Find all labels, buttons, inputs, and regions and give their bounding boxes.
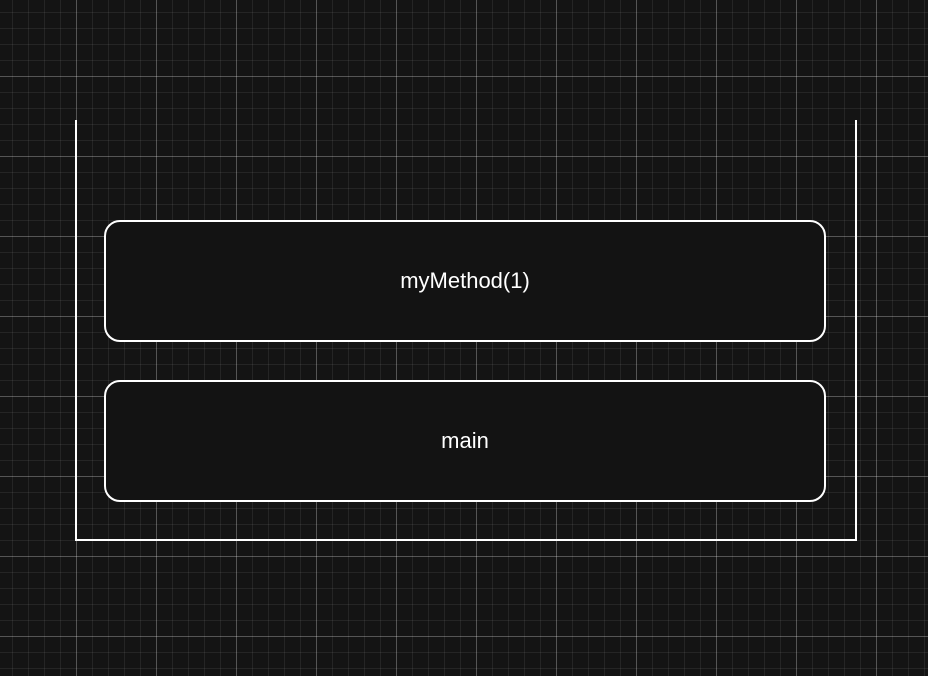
call-stack-container xyxy=(75,120,857,541)
stack-frame-label: main xyxy=(441,428,489,453)
stack-frame-label: myMethod(1) xyxy=(400,268,530,293)
stack-frame-mymethod: myMethod(1) xyxy=(104,220,826,342)
stack-frame-main: main xyxy=(104,380,826,502)
